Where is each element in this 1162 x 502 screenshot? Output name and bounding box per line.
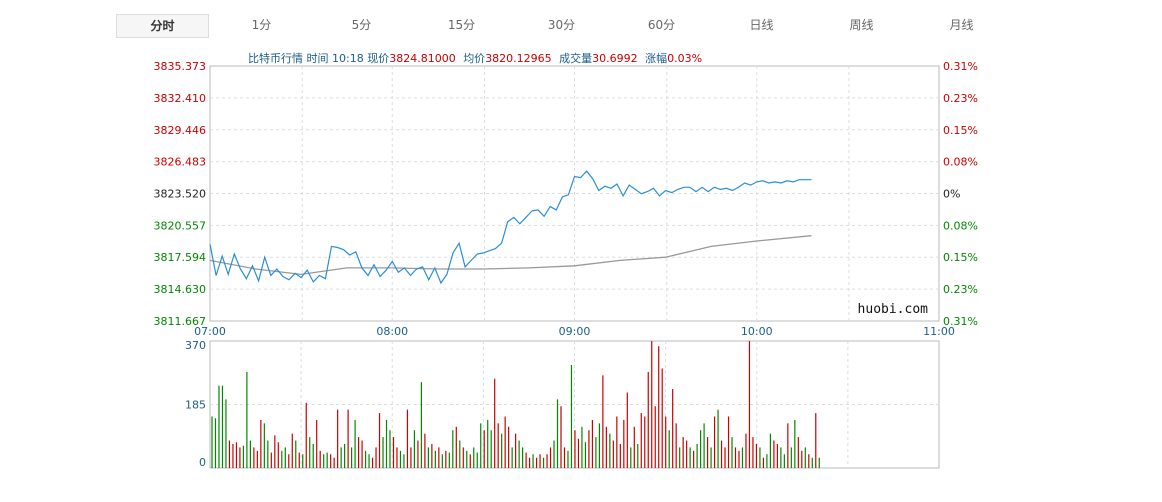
- volume-panel: 370 185 0: [185, 339, 940, 469]
- tab-daily[interactable]: 日线: [749, 18, 774, 32]
- quote-info-bar: 比特币行情 时间 10:18 现价3824.81000 均价3820.12965…: [248, 50, 706, 66]
- watermark: huobi.com: [858, 302, 929, 317]
- volume-tick-label: 370: [185, 339, 206, 352]
- time-tick-label: 07:00: [194, 325, 226, 338]
- percent-tick-label: 0.23%: [943, 92, 978, 105]
- time-tick-label: 08:00: [376, 325, 408, 338]
- change-value: 0.03%: [667, 52, 703, 65]
- price-tick-label: 3811.667: [154, 315, 207, 328]
- percent-tick-label: 0.31%: [943, 315, 978, 328]
- volume-tick-label: 185: [185, 399, 206, 412]
- price-tick-label: 3829.446: [154, 124, 207, 137]
- tab-weekly[interactable]: 周线: [849, 18, 874, 32]
- tab-15min[interactable]: 15分: [447, 18, 476, 32]
- volume-tick-label: 0: [199, 456, 206, 469]
- percent-tick-label: 0.08%: [943, 219, 978, 232]
- avg-value: 3820.12965: [485, 52, 552, 65]
- price-tick-label: 3820.557: [154, 219, 207, 232]
- price-tick-label: 3817.594: [154, 251, 207, 264]
- tab-monthly[interactable]: 月线: [949, 18, 974, 32]
- volume-value: 30.6992: [592, 52, 638, 65]
- price-tick-label: 3814.630: [154, 283, 207, 296]
- price-tick-label: 3832.410: [154, 92, 207, 105]
- percent-tick-label: 0.23%: [943, 283, 978, 296]
- time-tick-label: 10:00: [741, 325, 773, 338]
- price-tick-label: 3835.373: [154, 60, 207, 73]
- price-value: 3824.81000: [389, 52, 456, 65]
- tab-30min[interactable]: 30分: [547, 18, 576, 32]
- price-tick-label: 3826.483: [154, 156, 207, 169]
- percent-tick-label: 0.08%: [943, 156, 978, 169]
- timeframe-tabs: 分时 1分 5分 15分 30分 60分 日线 周线 月线: [116, 14, 1162, 38]
- percent-tick-label: 0.31%: [943, 60, 978, 73]
- tab-intraday[interactable]: 分时: [116, 14, 209, 38]
- time-value: 10:18: [332, 52, 364, 65]
- time-tick-label: 09:00: [559, 325, 591, 338]
- tab-60min[interactable]: 60分: [647, 18, 676, 32]
- time-tick-label: 11:00: [923, 325, 955, 338]
- average-price-line: [209, 235, 812, 276]
- percent-tick-label: 0%: [943, 188, 960, 201]
- change-label: 涨幅: [645, 52, 668, 65]
- percent-tick-label: 0.15%: [943, 124, 978, 137]
- price-label: 现价: [367, 52, 390, 65]
- tab-5min[interactable]: 5分: [351, 18, 372, 32]
- volume-label: 成交量: [559, 52, 593, 65]
- avg-label: 均价: [463, 52, 486, 65]
- price-line: [209, 170, 812, 285]
- tab-1min[interactable]: 1分: [251, 18, 272, 32]
- percent-tick-label: 0.15%: [943, 251, 978, 264]
- time-label: 时间: [306, 52, 329, 65]
- market-title: 比特币行情: [248, 52, 303, 65]
- price-tick-label: 3823.520: [154, 188, 207, 201]
- price-panel: 3835.373 0.31% 3832.410 0.23% 3829.446 0.15% 3…: [154, 60, 978, 338]
